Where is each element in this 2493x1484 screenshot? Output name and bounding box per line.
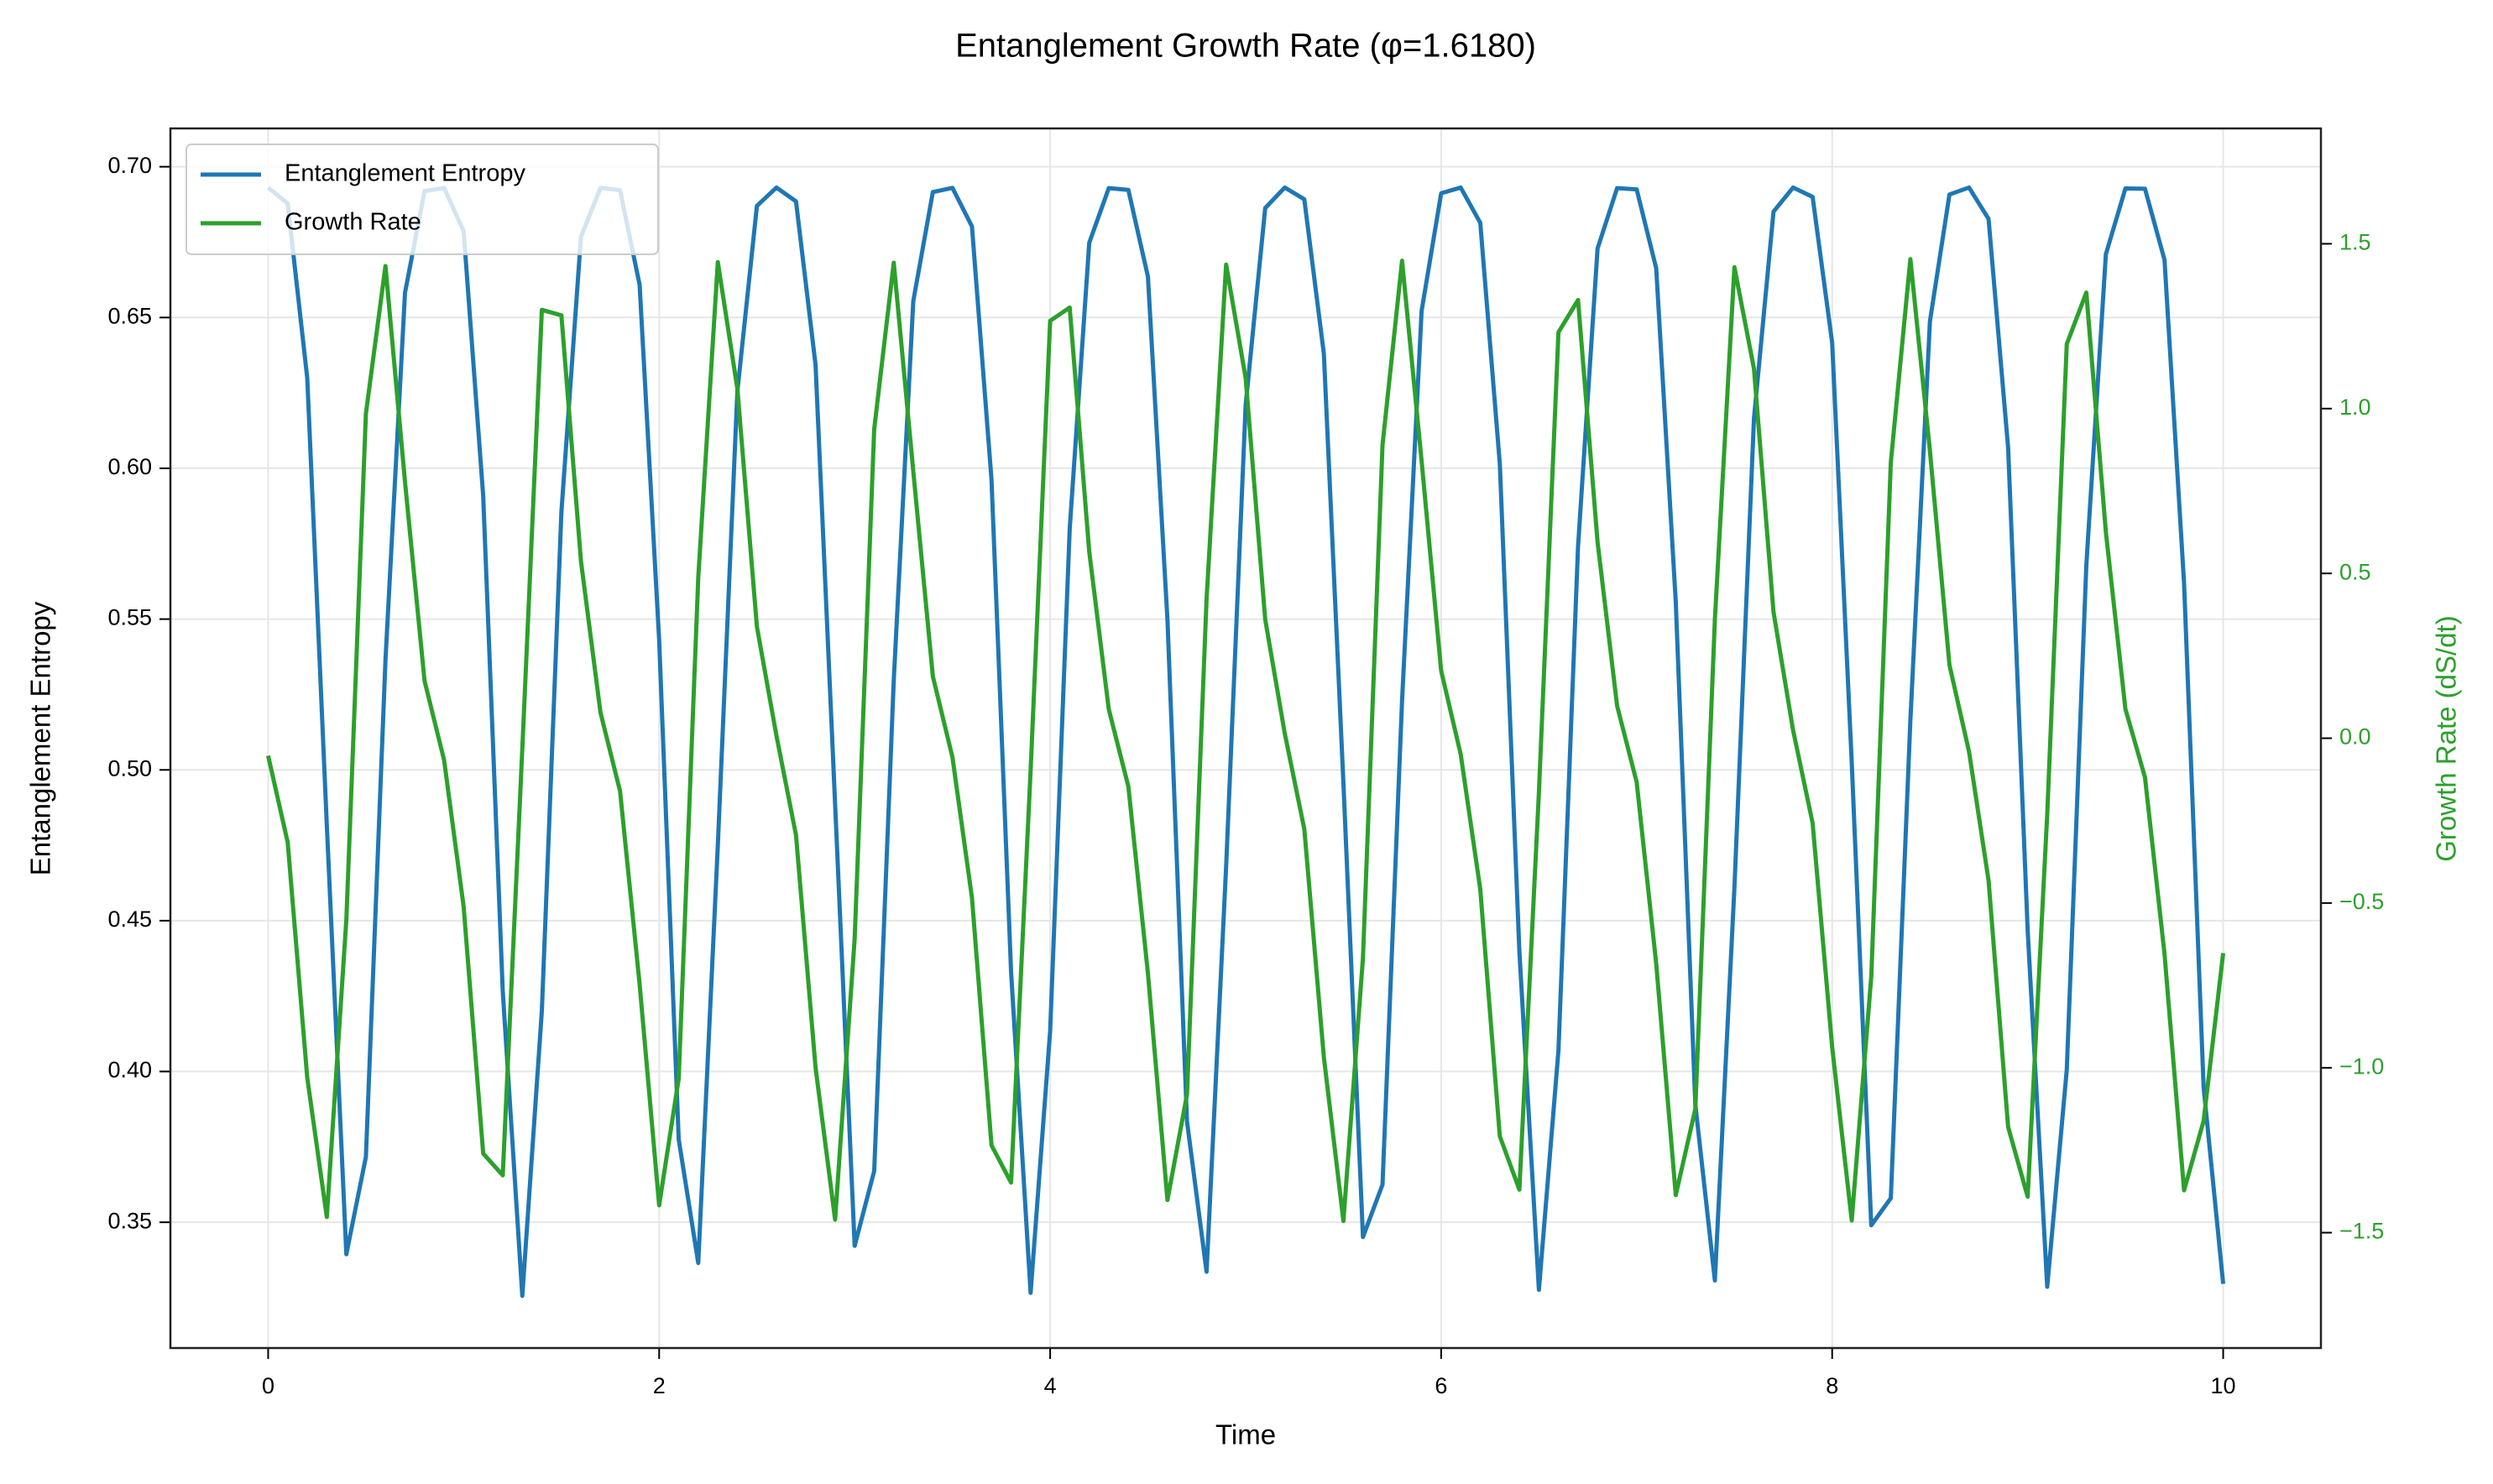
y-tick-label: 0.40	[107, 1058, 152, 1083]
legend-label: Entanglement Entropy	[285, 160, 525, 187]
y-tick-label: 0.60	[107, 454, 152, 479]
y-tick-label: 0.65	[107, 303, 152, 328]
plot-frame	[169, 127, 2323, 1350]
y-tick-label: 0.55	[107, 605, 152, 630]
y2-tick-label: 1.5	[2339, 230, 2371, 255]
x-tick-label: 0	[262, 1373, 274, 1398]
x-axis-label: Time	[1215, 1419, 1276, 1450]
y2-tick-label: 1.0	[2339, 395, 2371, 420]
y2-tick-label: −0.5	[2339, 889, 2384, 914]
y-tick-label: 0.35	[107, 1208, 152, 1233]
y-tick-label: 0.50	[107, 755, 152, 781]
y-tick-label: 0.45	[107, 907, 152, 932]
chart-title: Entanglement Growth Rate (φ=1.6180)	[955, 28, 1536, 65]
y2-tick-label: 0.5	[2339, 559, 2371, 584]
y-axis-label: Entanglement Entropy	[25, 601, 56, 875]
x-tick-label: 8	[1826, 1373, 1838, 1398]
legend-label: Growth Rate	[285, 209, 421, 236]
y2-tick-label: −1.0	[2339, 1053, 2384, 1079]
y2-tick-label: −1.5	[2339, 1219, 2384, 1244]
legend-box	[186, 144, 659, 255]
x-tick-label: 2	[653, 1373, 666, 1398]
x-tick-label: 4	[1044, 1373, 1057, 1398]
series-line	[266, 257, 2226, 1224]
x-tick-label: 10	[2211, 1373, 2236, 1398]
y2-axis-label: Growth Rate (dS/dt)	[2431, 615, 2462, 861]
y2-tick-label: 0.0	[2339, 724, 2371, 750]
x-tick-label: 6	[1435, 1373, 1447, 1398]
y-tick-label: 0.70	[107, 153, 152, 178]
